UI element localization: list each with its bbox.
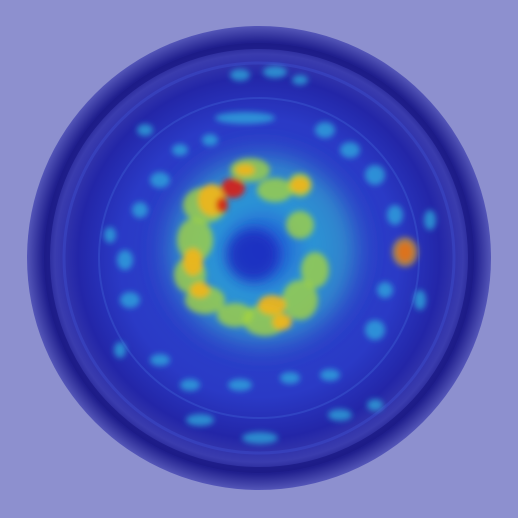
hot-blob (258, 295, 286, 315)
ring-blob (301, 252, 329, 288)
dish-inner-ring (62, 61, 456, 455)
peak-halo (392, 237, 418, 267)
outer-blob (132, 202, 148, 218)
outer-blob (104, 227, 116, 243)
outer-blob (114, 342, 126, 358)
outer-blob (367, 399, 383, 411)
center-hole (227, 229, 279, 281)
outer-blob (137, 124, 153, 136)
hot-blob (183, 248, 203, 276)
outer-blob (365, 165, 385, 185)
peak-blob (221, 178, 245, 198)
dish-rim-ring (44, 43, 474, 473)
dish-inner-ring-2 (98, 97, 420, 419)
outer-blob (150, 354, 170, 366)
outer-blob (292, 75, 308, 85)
outer-blob (387, 205, 403, 225)
outer-blob (365, 320, 385, 340)
outer-blob (377, 282, 393, 298)
hot-blob (272, 314, 292, 330)
outer-blob (150, 172, 170, 188)
outer-blob (414, 290, 426, 310)
outer-blob (120, 292, 140, 308)
outer-blob (172, 144, 188, 156)
outer-blob (424, 210, 436, 230)
hot-blob (190, 282, 210, 298)
ring-blob (177, 218, 213, 262)
hot-blob (290, 177, 310, 193)
outer-blob (263, 66, 287, 78)
outer-blob (202, 134, 218, 146)
ring-blob (282, 280, 318, 320)
hot-blob (235, 164, 255, 176)
outer-blob (320, 369, 340, 381)
outer-blob (315, 122, 335, 138)
outer-blob (230, 69, 250, 81)
outer-blob (186, 414, 214, 426)
outer-blob (340, 142, 360, 158)
outer-blob (215, 112, 275, 124)
heat-blobs (104, 66, 436, 444)
outer-blob (242, 432, 278, 444)
outer-blob (228, 379, 252, 391)
peak-blob (216, 197, 228, 213)
ring-blob (257, 178, 293, 202)
ring-blob (286, 211, 314, 239)
outer-blob (280, 372, 300, 384)
outer-blob (117, 250, 133, 270)
outer-blob (180, 379, 200, 391)
outer-blob (328, 409, 352, 421)
